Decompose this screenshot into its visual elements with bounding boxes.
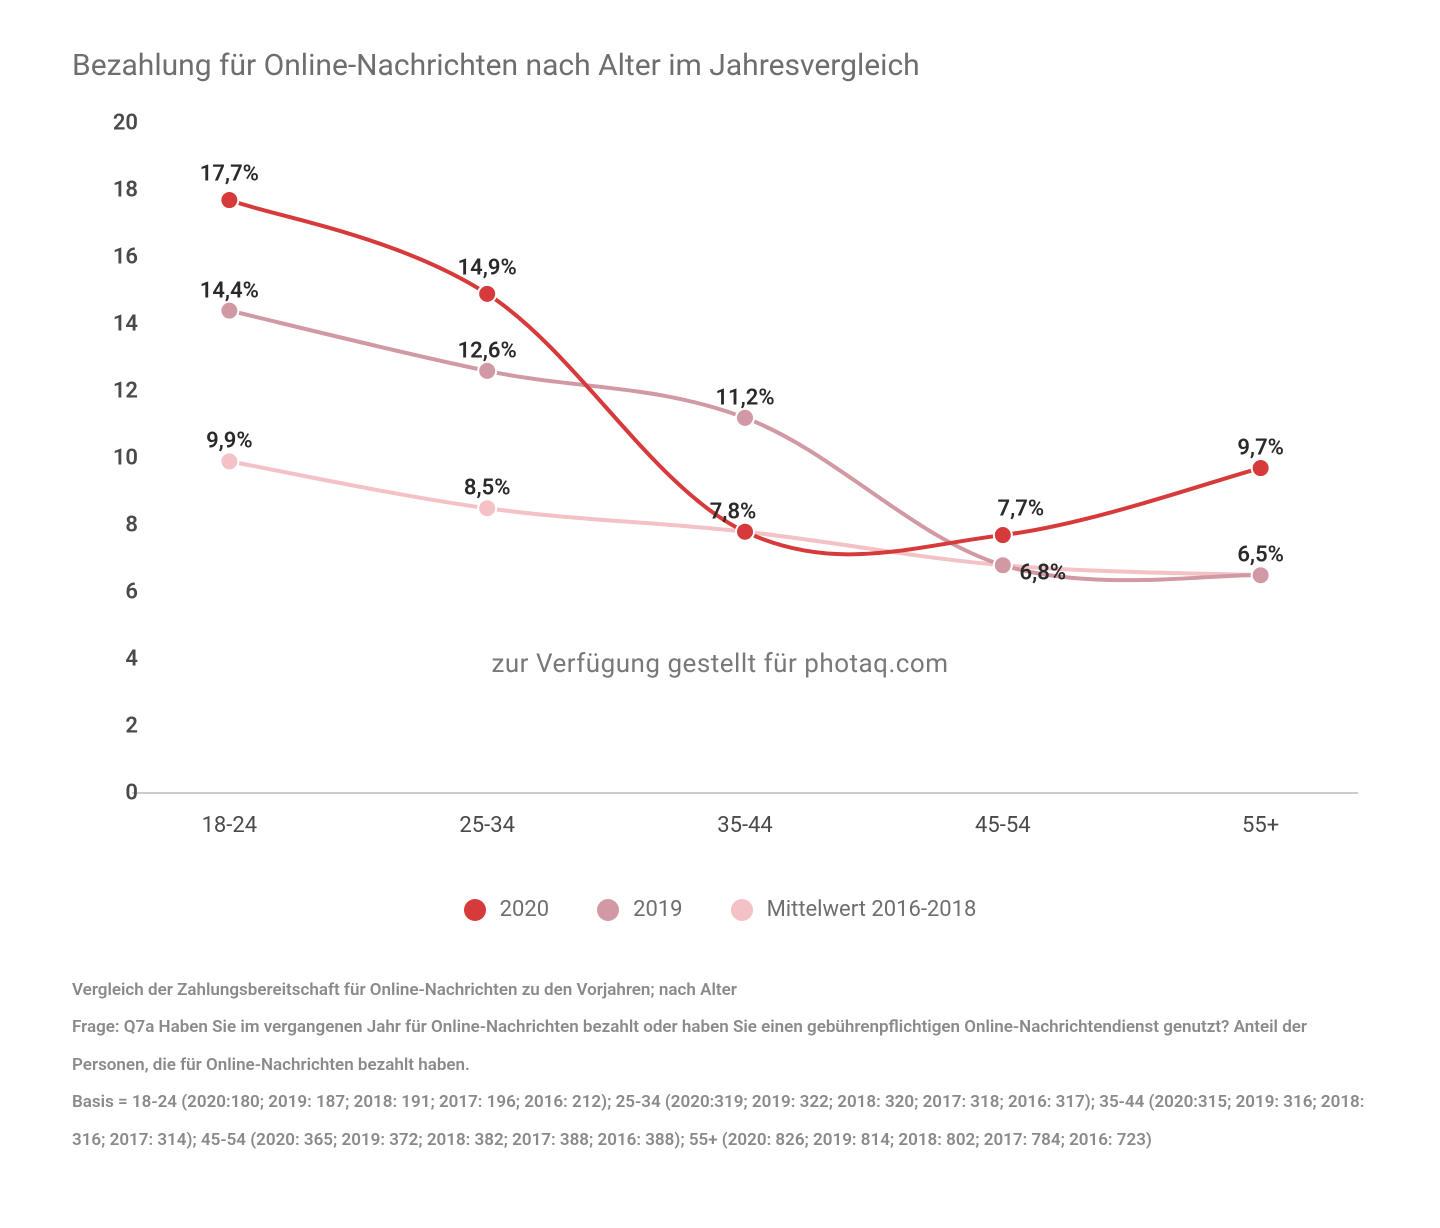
data-point-label: 6,8% bbox=[1020, 561, 1067, 586]
y-axis-tick-label: 8 bbox=[125, 513, 138, 538]
legend-label: 2020 bbox=[500, 897, 549, 922]
data-point-label: 9,9% bbox=[206, 429, 253, 454]
y-axis-tick-label: 16 bbox=[113, 245, 138, 270]
data-point-label: 7,8% bbox=[710, 499, 757, 524]
y-axis-tick-label: 6 bbox=[125, 580, 138, 605]
footnote-line: Basis = 18-24 (2020:180; 2019: 187; 2018… bbox=[72, 1084, 1368, 1159]
watermark-text: zur Verfügung gestellt für photaq.com bbox=[491, 649, 948, 679]
x-axis-tick-label: 25-34 bbox=[459, 813, 515, 838]
data-point-label: 9,7% bbox=[1237, 436, 1284, 461]
x-axis-tick-label: 18-24 bbox=[202, 813, 258, 838]
legend-label: Mittelwert 2016-2018 bbox=[767, 897, 977, 922]
data-point-label: 6,5% bbox=[1237, 543, 1284, 568]
legend-item: 2020 bbox=[464, 897, 549, 922]
legend-item: 2019 bbox=[597, 897, 682, 922]
data-point-label: 12,6% bbox=[458, 338, 517, 363]
footnote-line: Frage: Q7a Haben Sie im vergangenen Jahr… bbox=[72, 1009, 1368, 1084]
chart-title: Bezahlung für Online-Nachrichten nach Al… bbox=[72, 48, 1368, 83]
y-axis-tick-label: 18 bbox=[113, 178, 138, 203]
legend-dot-icon bbox=[464, 899, 486, 921]
y-axis-tick-label: 4 bbox=[125, 647, 138, 672]
y-axis-tick-label: 0 bbox=[125, 781, 138, 806]
chart-legend: 2020 2019 Mittelwert 2016-2018 bbox=[72, 897, 1368, 922]
legend-dot-icon bbox=[597, 899, 619, 921]
data-point-label: 17,7% bbox=[200, 162, 259, 187]
data-point-label: 14,9% bbox=[458, 255, 517, 280]
y-axis-tick-label: 14 bbox=[113, 312, 138, 337]
y-axis-tick-label: 20 bbox=[113, 111, 138, 136]
y-axis-tick-label: 2 bbox=[125, 714, 138, 739]
footnote-line: Vergleich der Zahlungsbereitschaft für O… bbox=[72, 972, 1368, 1009]
data-point-label: 14,4% bbox=[200, 278, 259, 303]
chart-svg bbox=[72, 113, 1368, 873]
legend-item: Mittelwert 2016-2018 bbox=[731, 897, 977, 922]
legend-label: 2019 bbox=[633, 897, 682, 922]
footnotes: Vergleich der Zahlungsbereitschaft für O… bbox=[72, 972, 1368, 1159]
x-axis-tick-label: 45-54 bbox=[975, 813, 1031, 838]
x-axis-tick-label: 35-44 bbox=[717, 813, 773, 838]
chart-plot-area: 0 2 4 6 8 10 12 14 16 18 20 18-24 25-34 35-44 45-54 55+… bbox=[72, 113, 1368, 873]
legend-dot-icon bbox=[731, 899, 753, 921]
y-axis-tick-label: 12 bbox=[113, 379, 138, 404]
data-point-label: 7,7% bbox=[998, 497, 1045, 522]
y-axis-tick-label: 10 bbox=[113, 446, 138, 471]
x-axis-tick-label: 55+ bbox=[1242, 813, 1279, 838]
data-point-label: 8,5% bbox=[464, 476, 511, 501]
data-point-label: 11,2% bbox=[715, 385, 774, 410]
